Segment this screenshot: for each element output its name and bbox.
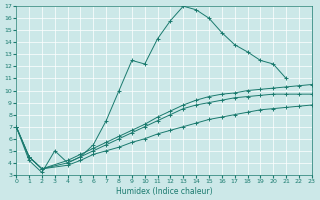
X-axis label: Humidex (Indice chaleur): Humidex (Indice chaleur) bbox=[116, 187, 212, 196]
